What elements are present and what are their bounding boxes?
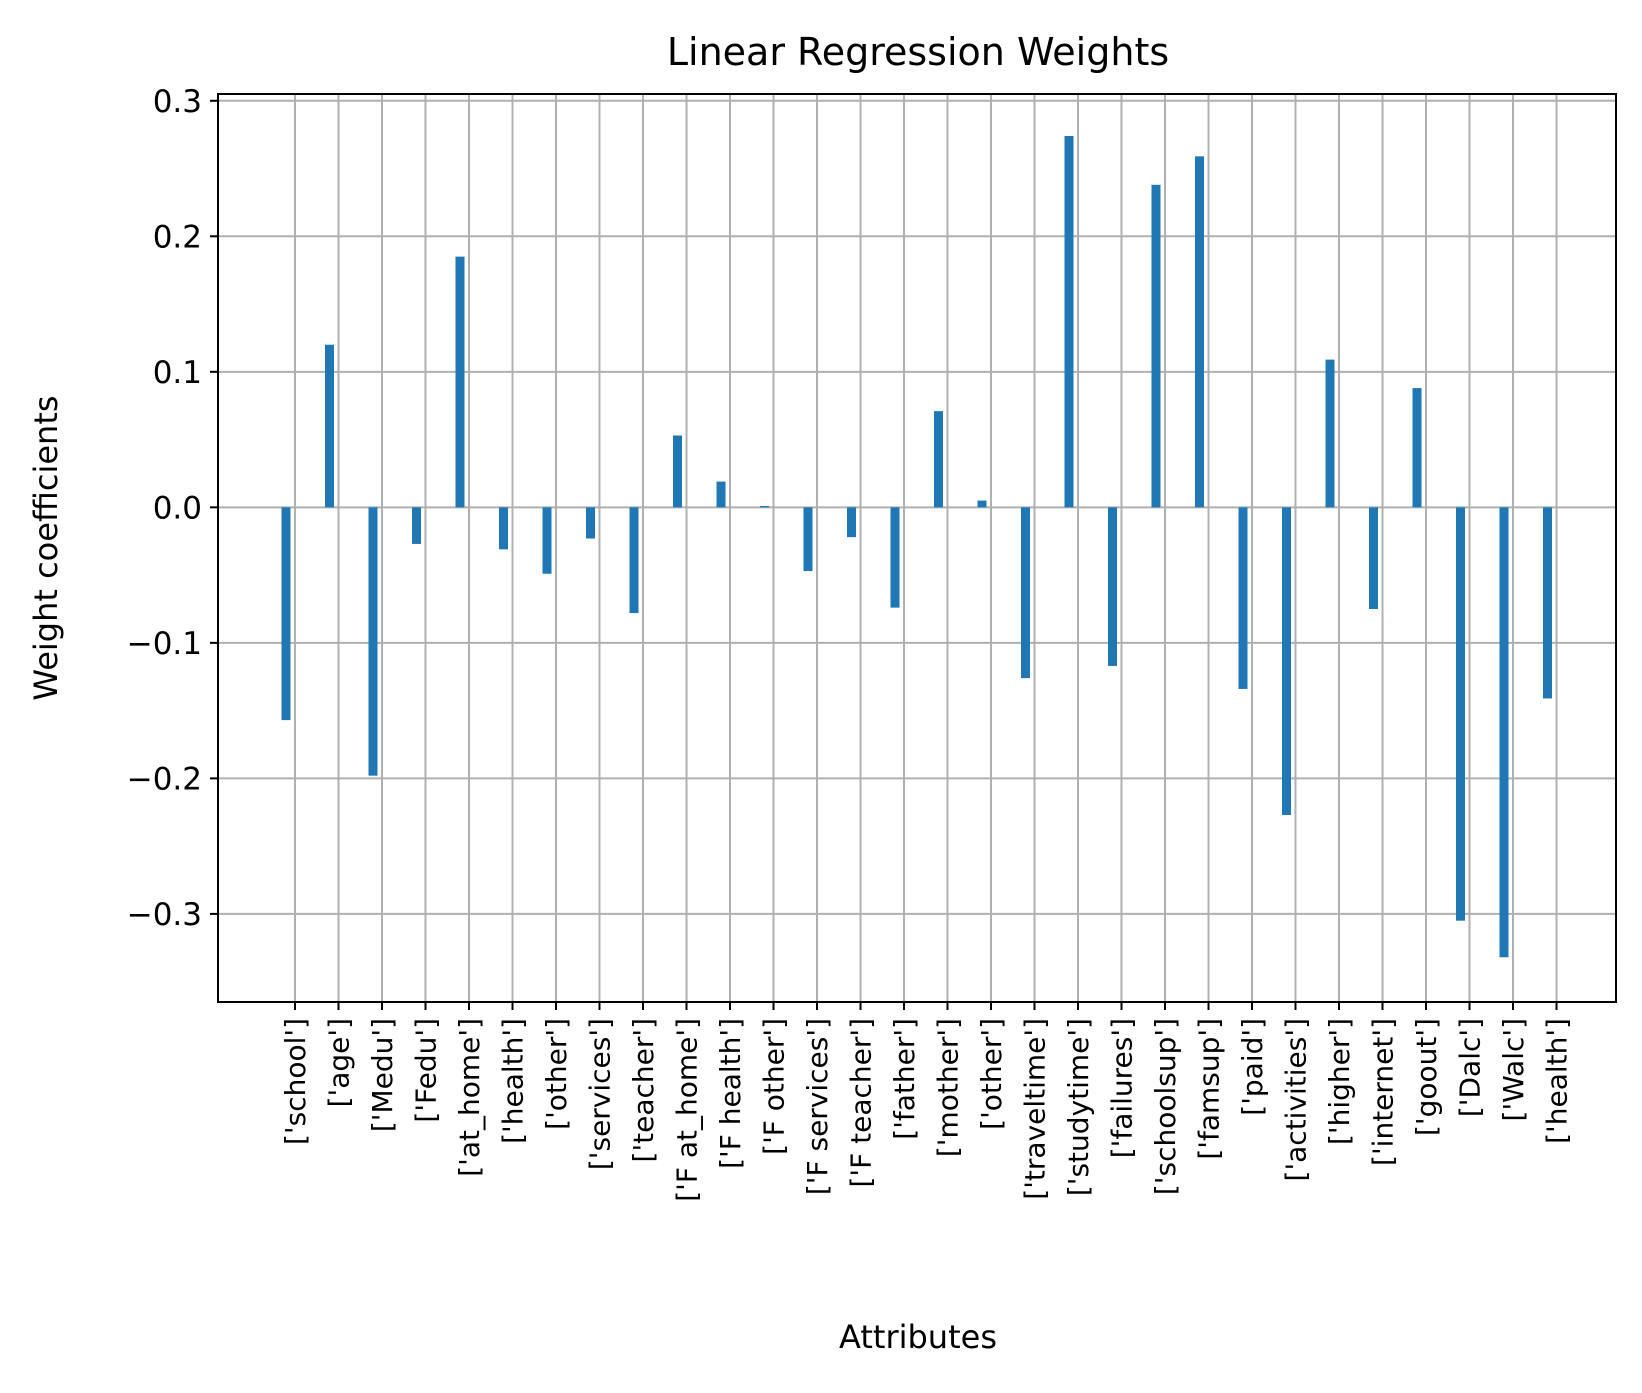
x-tick-label: ['F teacher'] <box>845 1018 878 1188</box>
x-tick-label: ['father'] <box>888 1018 921 1140</box>
x-tick-label: ['other'] <box>975 1018 1008 1130</box>
y-tick-label: −0.3 <box>127 897 202 933</box>
bar <box>1282 507 1291 815</box>
x-tick-label: ['internet'] <box>1367 1018 1400 1166</box>
x-tick-label: ['Walc'] <box>1497 1018 1530 1121</box>
bar <box>934 411 943 508</box>
x-tick-label: ['famsup'] <box>1193 1018 1226 1160</box>
bar <box>890 507 900 608</box>
bar <box>1456 507 1465 921</box>
x-tick-label: ['failures'] <box>1106 1018 1139 1158</box>
x-tick-label: ['F health'] <box>714 1018 747 1169</box>
bar <box>760 505 769 508</box>
y-tick-label: 0.0 <box>153 490 202 526</box>
x-tick-label: ['health'] <box>497 1018 530 1144</box>
bar <box>586 507 595 539</box>
bar <box>1325 359 1335 508</box>
bar <box>1238 507 1248 689</box>
bar <box>847 507 856 538</box>
x-tick-label: ['F at_home'] <box>671 1018 704 1202</box>
x-tick-label: ['activities'] <box>1280 1018 1313 1181</box>
grid-layer <box>218 94 1616 1002</box>
x-tick-label: ['studytime'] <box>1062 1018 1095 1196</box>
bar <box>281 507 291 721</box>
bar <box>325 344 334 508</box>
bar <box>368 507 378 776</box>
x-tick-label: ['school'] <box>279 1018 312 1145</box>
x-axis-label: Attributes <box>839 1318 997 1356</box>
bar <box>1543 507 1552 699</box>
bar <box>1369 507 1378 609</box>
bar <box>542 507 552 574</box>
x-tick-label: ['F services'] <box>801 1018 834 1195</box>
y-axis-label: Weight coefficients <box>27 395 65 700</box>
axes-frame <box>217 93 1617 1003</box>
x-tick-label: ['age'] <box>323 1018 356 1107</box>
x-tick-label: ['Fedu'] <box>410 1018 443 1123</box>
bar <box>1021 507 1030 679</box>
bar <box>673 435 682 508</box>
bar <box>455 256 465 508</box>
y-tick-label: 0.1 <box>153 355 202 391</box>
x-tick-label: ['higher'] <box>1323 1018 1356 1145</box>
bar-layer <box>281 136 1552 958</box>
y-tick-label: −0.1 <box>127 626 202 662</box>
x-tick-label: ['goout'] <box>1410 1018 1443 1136</box>
x-tick-label: ['F other'] <box>758 1018 791 1155</box>
x-tick-label: ['paid'] <box>1236 1018 1269 1116</box>
bar <box>1151 184 1161 508</box>
x-tick-label: ['Dalc'] <box>1454 1018 1487 1117</box>
bar <box>803 507 813 572</box>
y-tick-label: −0.2 <box>127 761 202 797</box>
bar <box>499 507 508 550</box>
x-tick-label: ['Medu'] <box>366 1018 399 1132</box>
y-tick-label: 0.3 <box>153 84 202 120</box>
x-tick-label: ['schoolsup'] <box>1149 1018 1182 1195</box>
bar <box>412 507 421 544</box>
bar <box>1195 156 1204 508</box>
bar <box>1108 507 1117 666</box>
y-axis-ticks: 0.3 0.2 0.1 0.0 −0.1 −0.2 −0.3 <box>127 84 218 933</box>
x-tick-label: ['health'] <box>1541 1018 1574 1144</box>
x-tick-label: ['services'] <box>584 1018 617 1170</box>
bar <box>716 481 726 508</box>
bar <box>629 507 639 614</box>
x-tick-label: ['teacher'] <box>627 1018 660 1162</box>
bar <box>977 500 987 508</box>
y-tick-label: 0.2 <box>153 219 202 255</box>
x-tick-label: ['at_home'] <box>453 1018 486 1177</box>
x-tick-label: ['other'] <box>540 1018 573 1130</box>
bar <box>1064 136 1074 508</box>
chart-title: Linear Regression Weights <box>667 30 1169 74</box>
bar <box>1412 388 1422 508</box>
bar <box>1499 507 1509 958</box>
x-axis-ticks: ['school'] ['age'] ['Medu'] ['Fedu'] ['at_ho… <box>279 1002 1574 1202</box>
x-tick-label: ['mother'] <box>932 1018 965 1157</box>
x-tick-label: ['traveltime'] <box>1019 1018 1052 1200</box>
